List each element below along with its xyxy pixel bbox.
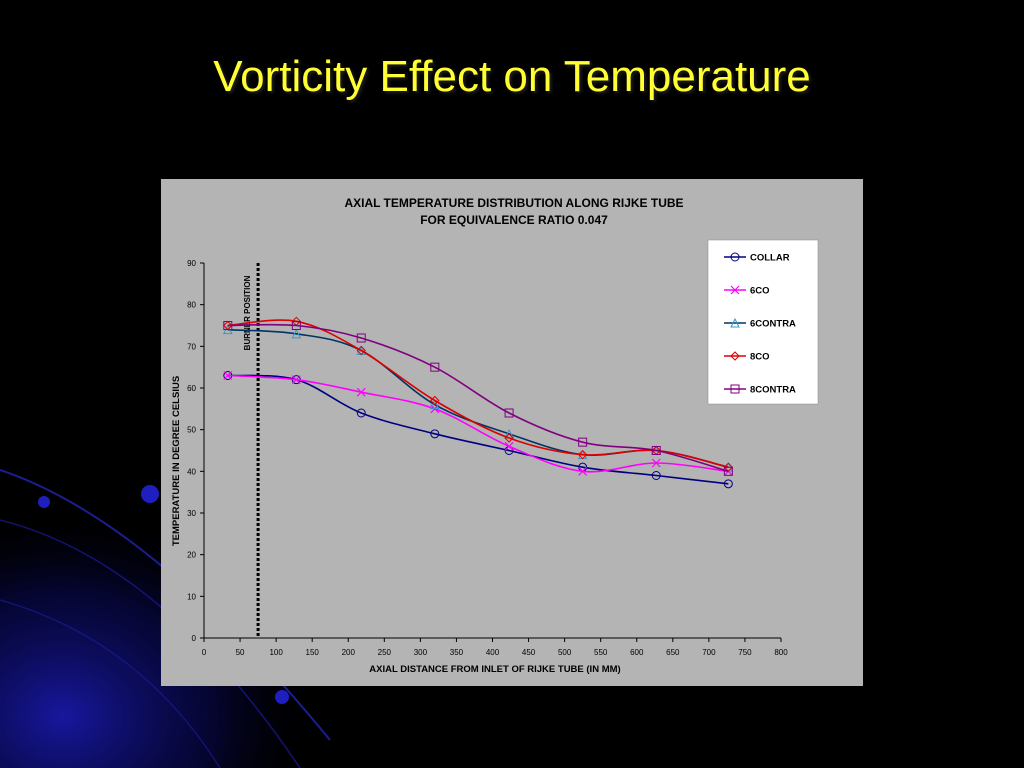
y-tick-label: 0 [192, 634, 197, 643]
data-point-8co [577, 449, 588, 460]
legend-box [707, 239, 819, 405]
x-tick-label: 800 [774, 648, 788, 657]
data-point-6co [504, 441, 514, 451]
legend: COLLAR 6CO 6CONTRA 8CO 8CONTRA [707, 239, 819, 405]
x-tick-label: 700 [702, 648, 716, 657]
y-tick-label: 60 [187, 384, 196, 393]
x-tick-label: 300 [414, 648, 428, 657]
series-8co [223, 316, 734, 472]
y-tick-label: 90 [187, 259, 196, 268]
data-point-collar [723, 479, 733, 489]
legend-item-6contra: 6CONTRA [724, 317, 796, 330]
legend-item-8co: 8CO [724, 351, 770, 363]
data-point-8contra [291, 321, 301, 330]
data-point-6contra [291, 328, 302, 339]
legend-label-6contra: 6CONTRA [750, 319, 796, 330]
y-tick-label: 70 [187, 342, 196, 351]
data-point-8contra [356, 333, 366, 343]
x-tick-label: 550 [594, 648, 608, 657]
data-point-8contra [430, 362, 440, 372]
chart-panel: AXIAL TEMPERATURE DISTRIBUTION ALONG RIJ… [161, 179, 863, 686]
data-point-8contra [223, 321, 233, 330]
y-axis-title: TEMPERATURE IN DEGREE CELSIUS [171, 376, 182, 546]
x-tick-label: 750 [738, 648, 752, 657]
data-point-8co [504, 433, 514, 443]
data-point-8contra [651, 446, 661, 455]
x-tick-label: 100 [269, 648, 283, 657]
chart-subtitle: FOR EQUIVALENCE RATIO 0.047 [420, 213, 608, 227]
series-layer [222, 316, 734, 489]
data-point-8contra [504, 408, 514, 418]
burner-position-label: BURNER POSITION [243, 275, 252, 350]
y-tick-label: 10 [187, 592, 196, 601]
series-8contra [223, 321, 733, 476]
legend-item-6co: 6CO [724, 286, 770, 297]
x-tick-label: 400 [486, 648, 500, 657]
chart-title: AXIAL TEMPERATURE DISTRIBUTION ALONG RIJ… [344, 196, 683, 210]
x-tick-label: 150 [306, 648, 320, 657]
data-point-6contra [429, 399, 440, 410]
data-point-8co [430, 395, 440, 406]
legend-label-collar: COLLAR [750, 253, 790, 264]
y-tick-label: 30 [187, 509, 196, 518]
data-point-6co [578, 466, 588, 476]
x-tick-label: 0 [202, 648, 207, 657]
legend-label-8co: 8CO [750, 352, 770, 363]
series-line-6co [227, 374, 729, 473]
legend-marker-collar [730, 252, 740, 262]
x-axis-title: AXIAL DISTANCE FROM INLET OF RIJKE TUBE … [369, 664, 620, 675]
x-tick-label: 650 [666, 648, 680, 657]
legend-item-collar: COLLAR [724, 252, 790, 264]
data-point-8contra [723, 466, 733, 476]
data-point-collar [356, 408, 366, 418]
x-tick-label: 350 [450, 648, 464, 657]
y-tick-label: 80 [187, 301, 196, 310]
data-point-6co [356, 387, 366, 397]
x-tick-label: 500 [558, 648, 572, 657]
series-collar [223, 371, 733, 489]
series-line-collar [227, 374, 729, 485]
data-point-8contra [578, 437, 588, 447]
x-tick-label: 200 [342, 648, 356, 657]
x-tick-label: 450 [522, 648, 536, 657]
data-point-6co [223, 371, 233, 380]
legend-label-6co: 6CO [750, 286, 770, 297]
series-6contra [222, 324, 734, 472]
x-tick-label: 50 [236, 648, 245, 657]
series-line-8contra [227, 323, 729, 473]
data-point-6co [651, 458, 661, 468]
y-tick-label: 50 [187, 426, 196, 435]
series-line-8co [227, 319, 729, 468]
y-tick-label: 20 [187, 551, 196, 560]
y-tick-label: 40 [187, 467, 196, 476]
data-point-collar [430, 429, 440, 439]
axes: 0 10 20 30 40 50 60 70 80 90 0 50 100 150 200 250 300 350… [187, 259, 788, 657]
slide-title: Vorticity Effect on Temperature [213, 52, 811, 101]
x-tick-label: 250 [378, 648, 392, 657]
data-point-6co [291, 375, 301, 385]
line-chart: AXIAL TEMPERATURE DISTRIBUTION ALONG RIJ… [171, 196, 819, 675]
legend-label-8contra: 8CONTRA [750, 385, 796, 396]
legend-marker-8co [730, 351, 740, 361]
data-point-collar [651, 471, 661, 480]
data-point-8co [356, 345, 366, 356]
legend-marker-8contra [730, 384, 740, 394]
legend-marker-6co [730, 285, 740, 295]
x-tick-label: 600 [630, 648, 644, 657]
legend-marker-6contra [730, 317, 740, 328]
legend-item-8contra: 8CONTRA [724, 384, 796, 396]
